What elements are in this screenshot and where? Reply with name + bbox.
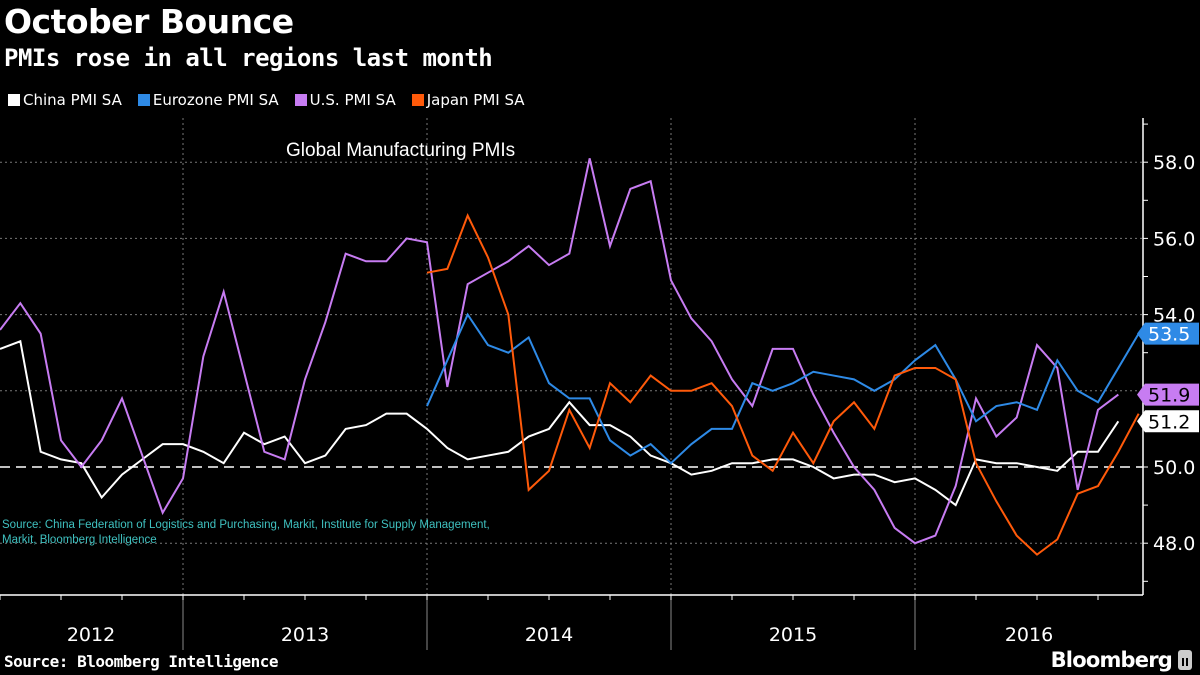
value-badge: [1137, 383, 1199, 406]
bloomberg-terminal-icon: [1178, 650, 1192, 670]
value-badge: [1137, 410, 1199, 433]
chart-subheadline: PMIs rose in all regions last month: [4, 44, 493, 72]
series-line-eurozone-pmi-sa: [426, 312, 1140, 465]
data-source-note: Source: China Federation of Logistics an…: [2, 519, 490, 546]
legend-item-china: China PMI SA: [8, 91, 122, 109]
series-line-u-s-pmi-sa: [0, 158, 1119, 545]
legend-label-eurozone: Eurozone PMI SA: [152, 91, 279, 109]
series-line-japan-pmi-sa: [426, 213, 1140, 556]
value-badge-label: 51.9: [1148, 385, 1190, 407]
footer-source: Source: Bloomberg Intelligence: [4, 652, 278, 671]
x-tick-label: 2015: [769, 624, 817, 646]
y-tick-label: 50.0: [1153, 457, 1195, 479]
legend-swatch-china: [8, 94, 20, 106]
y-tick-label: 48.0: [1153, 533, 1195, 555]
legend-swatch-us: [294, 94, 307, 106]
chart-inner-title: Global Manufacturing PMIs: [286, 140, 516, 161]
x-tick-label: 2013: [281, 624, 329, 646]
legend-item-us: U.S. PMI SA: [294, 91, 396, 109]
legend-label-us: U.S. PMI SA: [309, 91, 396, 109]
legend: China PMI SA Eurozone PMI SA U.S. PMI SA…: [8, 91, 525, 109]
x-tick-label: 2014: [525, 624, 573, 646]
legend-item-eurozone: Eurozone PMI SA: [137, 91, 279, 109]
y-tick-label: 54.0: [1153, 305, 1195, 327]
value-badge-label: 51.2: [1148, 411, 1190, 433]
value-badge: [1137, 322, 1199, 345]
legend-swatch-japan: [411, 94, 424, 106]
legend-item-japan: Japan PMI SA: [411, 91, 525, 109]
legend-swatch-eurozone: [137, 94, 150, 106]
chart-headline: October Bounce: [4, 2, 294, 41]
y-tick-label: 58.0: [1153, 152, 1195, 174]
series-line-china-pmi-sa: [0, 339, 1120, 507]
legend-label-china: China PMI SA: [23, 91, 122, 109]
value-badge-label: 53.5: [1148, 324, 1190, 346]
brand-name: Bloomberg: [1050, 648, 1173, 672]
bloomberg-logo: Bloomberg: [1051, 648, 1192, 672]
legend-label-japan: Japan PMI SA: [426, 91, 525, 109]
x-tick-label: 2016: [1005, 624, 1053, 646]
y-tick-label: 56.0: [1153, 228, 1195, 250]
x-tick-label: 2012: [67, 624, 115, 646]
